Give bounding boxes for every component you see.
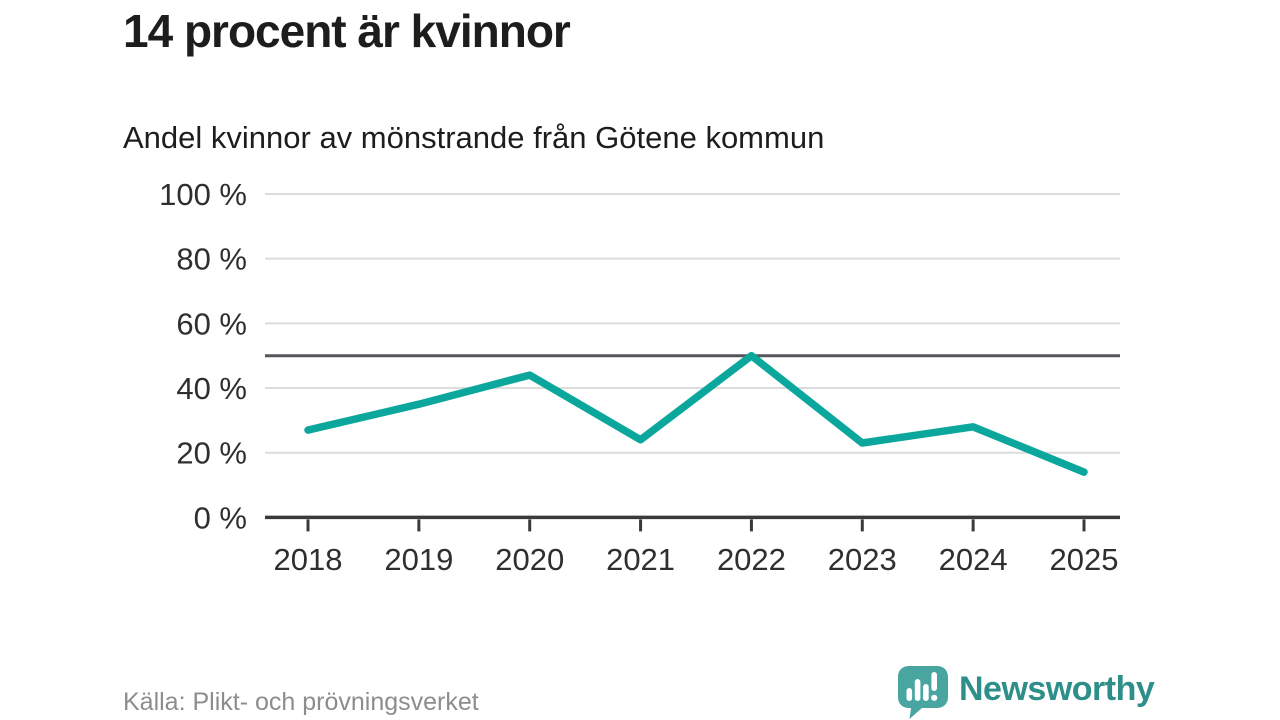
x-tick-label: 2025 [1050,542,1119,577]
x-tick-label: 2020 [495,542,564,577]
y-tick-label: 100 % [159,177,247,212]
page-title: 14 procent är kvinnor [123,5,571,57]
data-line-andel-kvinnor [304,351,1088,476]
x-tick-label: 2021 [606,542,675,577]
x-tick-label: 2018 [274,542,343,577]
y-tick-label: 40 % [176,371,247,406]
chart-subtitle: Andel kvinnor av mönstrande från Götene … [123,120,825,155]
y-tick-label: 0 % [194,500,247,535]
y-tick-label: 60 % [176,306,247,341]
x-tick-label: 2024 [939,542,1008,577]
line-chart: 0 % 20 % 40 % 60 % 80 % 100 % 2018 2019 2020 2021… [159,177,1120,577]
x-tick-label: 2022 [717,542,786,577]
newsworthy-bubble-icon [898,666,948,719]
brand-wordmark: Newsworthy [959,669,1155,708]
source-caption: Källa: Plikt- och prövningsverket [123,688,479,716]
y-tick-label: 20 % [176,436,247,471]
y-tick-label: 80 % [176,242,247,277]
x-tick-label: 2019 [384,542,453,577]
brand-logo: Newsworthy [897,664,1155,720]
x-tick-label: 2023 [828,542,897,577]
